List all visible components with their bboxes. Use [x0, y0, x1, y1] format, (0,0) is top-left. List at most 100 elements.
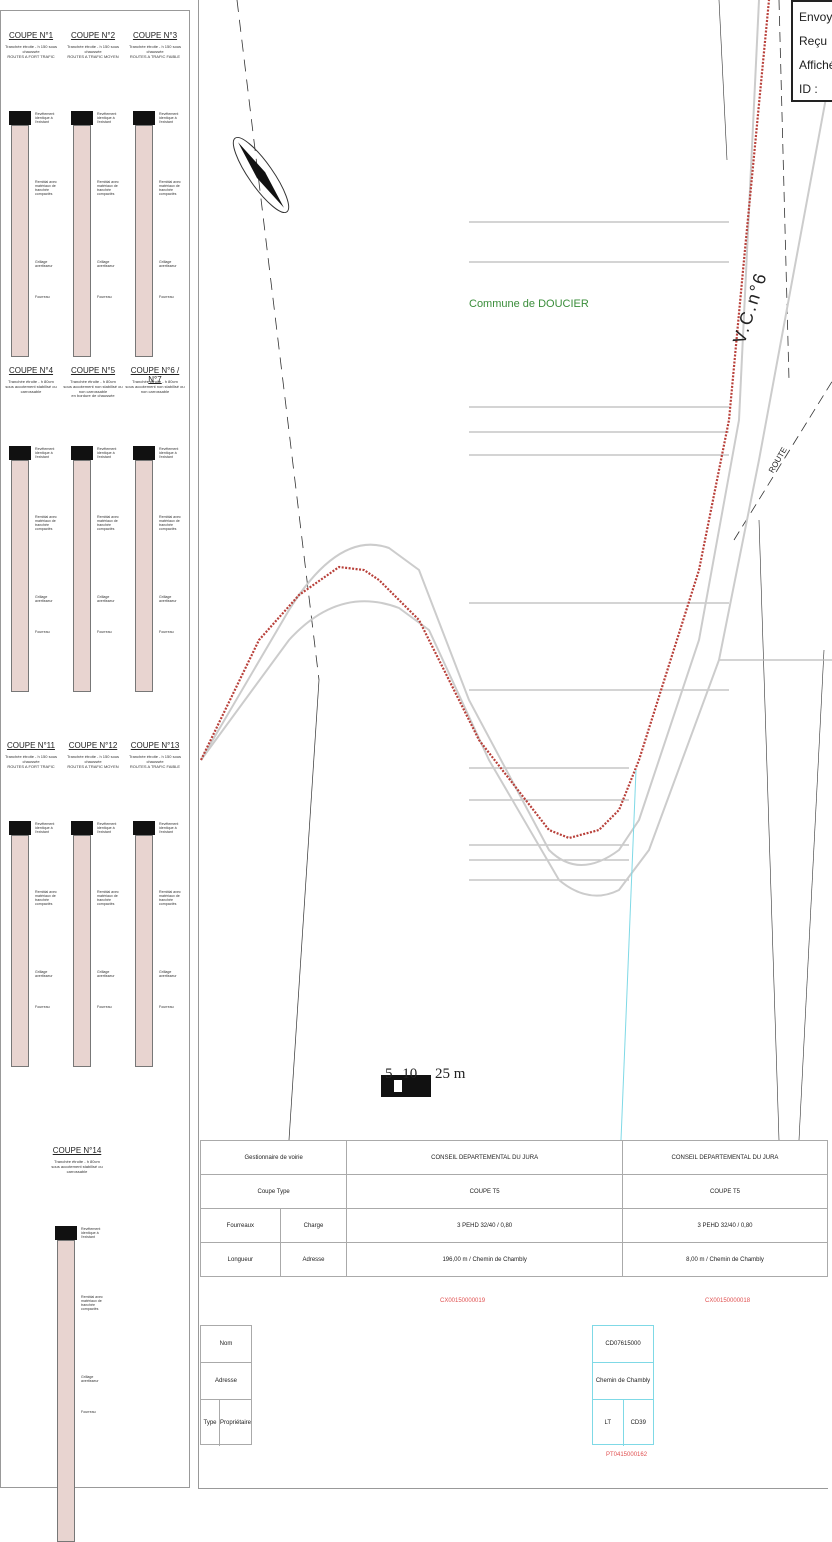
section-trench	[73, 460, 91, 692]
section-note-grillage: Grillage avertisseur	[35, 260, 53, 268]
section-note-top: Revêtement identique à l'existant	[35, 447, 55, 459]
label-address: Adresse	[201, 1363, 251, 1400]
reception-stamp: Envoyé Reçu Affiché ID :	[791, 0, 832, 102]
section-note-fourreau: Fourreau	[97, 295, 112, 299]
section-note-grillage: Grillage avertisseur	[35, 595, 53, 603]
cyan-connector	[620, 769, 637, 1140]
section-trench	[57, 1240, 75, 1542]
section-note-mid: Remblai avec matériaux de tranchée compa…	[159, 890, 181, 906]
table-cell: COUPE T5	[346, 1174, 623, 1209]
section-surface-layer	[133, 111, 155, 125]
boundary-line	[718, 0, 728, 161]
section-note-fourreau: Fourreau	[81, 1410, 96, 1414]
cross-sections-panel: COUPE N°1 Tranchée étroite - h 150 sous c…	[0, 10, 190, 1542]
label-owner: Propriétaire	[219, 1420, 251, 1426]
bottom-labels: Nom Adresse Type Propriétaire	[200, 1325, 252, 1446]
section-surface-layer	[9, 821, 31, 835]
section-note-mid: Remblai avec matériaux de tranchée compa…	[35, 515, 57, 531]
section-surface-layer	[71, 821, 93, 835]
chamber-box: CD07615000 Chemin de Chambly LT CD39	[592, 1325, 654, 1446]
section-note-fourreau: Fourreau	[97, 630, 112, 634]
table-row: Fourreaux Charge 3 PEHD 32/40 / 0,80 3 P…	[200, 1208, 828, 1243]
row-label: Fourreaux	[200, 1208, 281, 1243]
chamber-name: CD07615000	[593, 1326, 653, 1363]
row-label: Charge	[279, 1208, 348, 1243]
section-note-mid: Remblai avec matériaux de tranchée compa…	[97, 180, 119, 196]
table-cell: 8,00 m / Chemin de Chambly	[622, 1242, 828, 1277]
section-note-fourreau: Fourreau	[159, 630, 174, 634]
section-surface-layer	[133, 821, 155, 835]
chamber-type: LT	[593, 1400, 624, 1446]
section-surface-layer	[9, 446, 31, 460]
section-desc: Tranchée étroite - h 150 sous chaussée R…	[66, 754, 120, 769]
table-row: Coupe Type COUPE T5 COUPE T5	[199, 1174, 828, 1209]
section-note-fourreau: Fourreau	[35, 1005, 50, 1009]
cross-section: COUPE N°13 Tranchée étroite - h 150 sous …	[125, 741, 187, 1071]
section-note-mid: Remblai avec matériaux de tranchée compa…	[97, 515, 119, 531]
north-arrow-icon	[232, 137, 290, 213]
section-note-grillage: Grillage avertisseur	[97, 260, 115, 268]
scale-bar	[381, 1075, 431, 1097]
section-note-top: Revêtement identique à l'existant	[81, 1227, 101, 1239]
section-note-fourreau: Fourreau	[35, 295, 50, 299]
table-cell: 3 PEHD 32/40 / 0,80	[346, 1208, 623, 1243]
section-note-fourreau: Fourreau	[35, 630, 50, 634]
section-note-grillage: Grillage avertisseur	[97, 970, 115, 978]
section-surface-layer	[71, 111, 93, 125]
cross-section: COUPE N°12 Tranchée étroite - h 150 sous …	[63, 741, 125, 1071]
section-note-fourreau: Fourreau	[159, 295, 174, 299]
section-note-grillage: Grillage avertisseur	[159, 970, 177, 978]
table-row: Gestionnaire de voirie CONSEIL DEPARTEME…	[199, 1140, 828, 1175]
boundary-line	[758, 519, 780, 1140]
section-desc: Tranchée étroite - h 150 sous chaussée R…	[4, 44, 58, 59]
section-note-top: Revêtement identique à l'existant	[97, 447, 117, 459]
section-surface-layer	[55, 1226, 77, 1240]
section-note-top: Revêtement identique à l'existant	[35, 822, 55, 834]
commune-label: Commune de DOUCIER	[469, 298, 589, 310]
stamp-line: Reçu	[799, 34, 828, 48]
section-title: COUPE N°12	[68, 741, 118, 750]
map-panel: Commune de DOUCIER V.C.n°6 ROUTE 5 10 25…	[198, 0, 832, 1488]
cross-section: COUPE N°4 Tranchée étroite - h 80cm sous …	[1, 366, 63, 696]
section-title: COUPE N°6 / N°7	[130, 366, 180, 384]
section-desc: Tranchée étroite - h 150 sous chaussée R…	[66, 44, 120, 59]
road-edge-right	[200, 59, 832, 897]
section-note-mid: Remblai avec matériaux de tranchée compa…	[159, 515, 181, 531]
section-trench	[11, 125, 29, 357]
section-desc: Tranchée étroite - h 150 sous chaussée R…	[128, 754, 182, 769]
label-name: Nom	[201, 1326, 251, 1363]
section-title: COUPE N°14	[52, 1146, 102, 1155]
map-drawing	[200, 0, 832, 1140]
section-note-grillage: Grillage avertisseur	[159, 595, 177, 603]
scale-labels: 5 10 25 m	[385, 1066, 465, 1083]
section-note-top: Revêtement identique à l'existant	[35, 112, 55, 124]
row-label: Longueur	[200, 1242, 281, 1277]
scale-tick-label: 5	[385, 1066, 393, 1082]
section-note-fourreau: Fourreau	[159, 1005, 174, 1009]
section-note-top: Revêtement identique à l'existant	[97, 112, 117, 124]
table-cell: COUPE T5	[622, 1174, 828, 1209]
section-desc: Tranchée étroite - h 80cm sous accotemen…	[125, 379, 185, 394]
stamp-line: ID :	[799, 82, 818, 96]
cross-section: COUPE N°14 Tranchée étroite - h 80cm sous…	[47, 1146, 109, 1542]
road-edge-left	[200, 0, 760, 866]
label-type-row: Type Propriétaire	[201, 1400, 251, 1446]
row-label: Coupe Type	[199, 1174, 348, 1209]
cross-section: COUPE N°6 / N°7 Tranchée étroite - h 80cm…	[125, 366, 187, 696]
section-note-grillage: Grillage avertisseur	[97, 595, 115, 603]
section-trench	[11, 460, 29, 692]
section-trench	[73, 835, 91, 1067]
table-cell: CONSEIL DEPARTEMENTAL DU JURA	[622, 1140, 828, 1175]
section-ref: CX00150000018	[705, 1298, 751, 1304]
section-trench	[135, 460, 153, 692]
scale-tick-label: 25 m	[435, 1066, 466, 1082]
section-note-fourreau: Fourreau	[97, 1005, 112, 1009]
cross-section: COUPE N°2 Tranchée étroite - h 150 sous c…	[63, 31, 125, 361]
section-surface-layer	[133, 446, 155, 460]
section-trench	[11, 835, 29, 1067]
cable-route	[200, 0, 771, 840]
boundary-line	[798, 649, 825, 1140]
chamber-type-row: LT CD39	[593, 1400, 653, 1446]
frame-bottom	[198, 1488, 828, 1489]
table-cell: 196,00 m / Chemin de Chambly	[346, 1242, 623, 1277]
